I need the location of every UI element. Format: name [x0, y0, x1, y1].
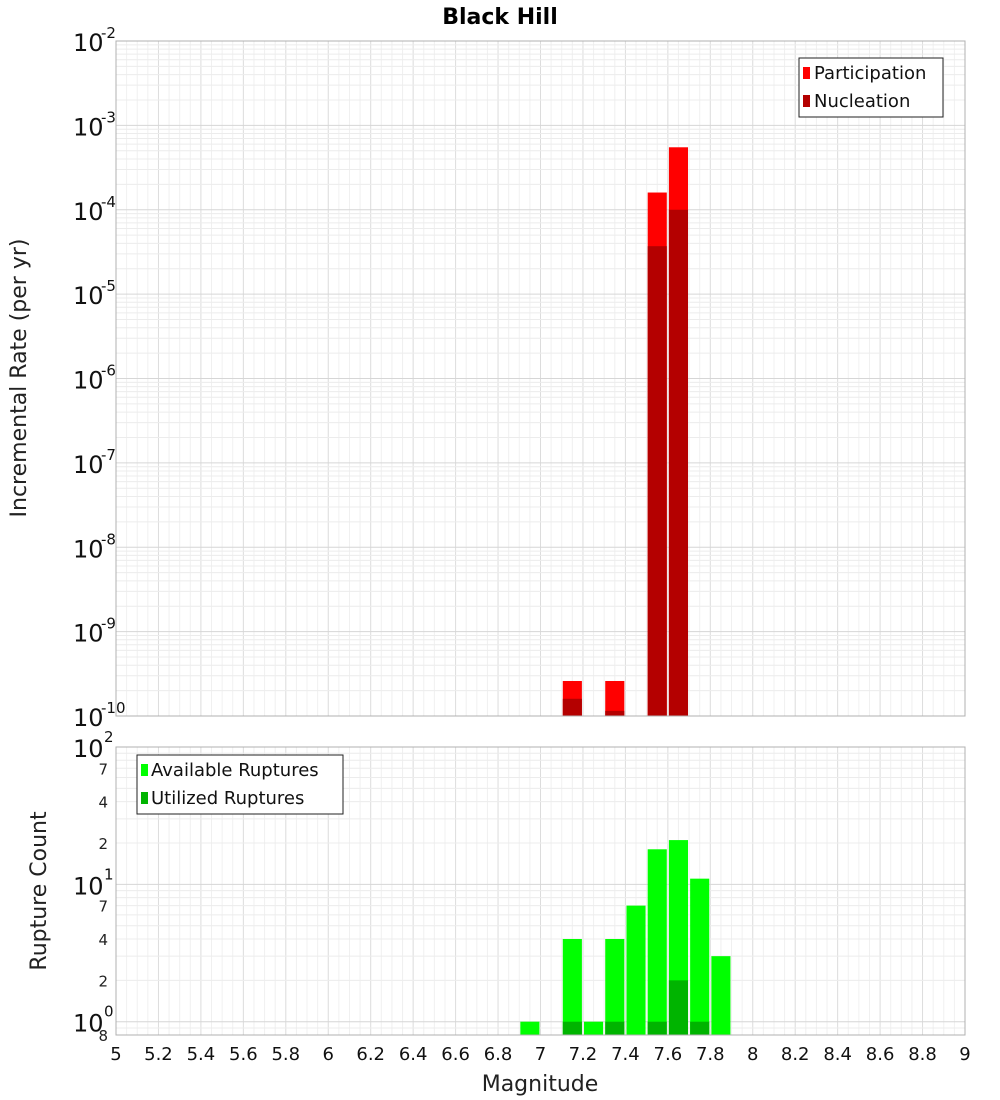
bottom-y-axis-title: Rupture Count [27, 811, 52, 971]
x-tick-label: 5.8 [271, 1044, 300, 1065]
bottom-legend-box [136, 754, 344, 815]
top-y-tick-base: 10 [73, 704, 104, 732]
x-tick-label: 8.8 [908, 1044, 937, 1065]
top-bars [562, 147, 689, 717]
x-tick-label: 9 [959, 1044, 970, 1065]
top-y-tick-base: 10 [73, 198, 104, 226]
top-y-tick-exponent: -9 [101, 615, 116, 633]
top-y-tick-exponent: -7 [101, 446, 116, 464]
nucleation-bar [668, 209, 689, 716]
x-tick-label: 7.4 [611, 1044, 640, 1065]
top-y-tick-base: 10 [73, 29, 104, 57]
legend-label-available-ruptures: Available Ruptures [151, 760, 319, 781]
legend-label-utilized-ruptures: Utilized Ruptures [151, 788, 304, 809]
x-tick-label: 5.6 [229, 1044, 258, 1065]
x-tick-label: 7.6 [654, 1044, 683, 1065]
top-y-tick-exponent: -6 [101, 362, 116, 380]
x-tick-label: 7.8 [696, 1044, 725, 1065]
x-tick-label: 7 [535, 1044, 546, 1065]
top-y-tick-exponent: -4 [101, 193, 116, 211]
legend-swatch-nucleation [803, 95, 810, 107]
x-tick-label: 6.6 [441, 1044, 470, 1065]
top-y-tick-base: 10 [73, 451, 104, 479]
top-y-tick-exponent: -10 [101, 699, 126, 717]
utilized-ruptures-bar [668, 980, 689, 1035]
bottom-gridlines [115, 747, 966, 1036]
x-tick-label: 6 [323, 1044, 334, 1065]
participation-bar [605, 680, 625, 716]
available-ruptures-bar [647, 849, 667, 1035]
bottom-y-tick-exponent: 0 [104, 1003, 114, 1021]
bottom-bars [520, 840, 731, 1035]
available-ruptures-bar [690, 878, 710, 1035]
legend-swatch-utilized [141, 792, 148, 804]
top-y-tick-exponent: -2 [101, 24, 116, 42]
top-y-tick-base: 10 [73, 535, 104, 563]
bottom-y-minor-tick: 7 [98, 898, 108, 916]
utilized-ruptures-bar [605, 1021, 625, 1035]
x-tick-label: 5.2 [144, 1044, 173, 1065]
bottom-y-minor-tick: 4 [98, 794, 108, 812]
x-tick-label: 8.4 [823, 1044, 852, 1065]
bottom-y-tick-exponent: 2 [104, 728, 114, 746]
top-plot: 10-210-310-410-510-610-710-810-910-10 In… [7, 24, 966, 732]
top-plot-frame [115, 40, 966, 717]
x-tick-label: 5 [110, 1044, 121, 1065]
available-ruptures-bar [584, 1021, 604, 1035]
x-tick-label: 8.2 [781, 1044, 810, 1065]
bottom-y-tick-base: 10 [73, 735, 104, 763]
available-ruptures-bar [520, 1021, 540, 1035]
bottom-y-minor-tick: 4 [98, 931, 108, 949]
top-gridlines [115, 41, 966, 717]
bottom-y-tick-base: 10 [73, 872, 104, 900]
x-tick-label: 8 [747, 1044, 758, 1065]
top-y-tick-base: 10 [73, 282, 104, 310]
x-axis-title: Magnitude [482, 1072, 599, 1097]
legend-label-nucleation: Nucleation [814, 91, 910, 112]
top-legend-box [798, 57, 944, 118]
bottom-y-minor-tick: 8 [98, 1027, 108, 1045]
bottom-y-tick-exponent: 1 [104, 865, 114, 883]
nucleation-bar [647, 246, 667, 716]
bottom-y-minor-tick: 2 [98, 835, 108, 853]
legend-swatch-available [141, 764, 148, 776]
top-y-axis-title: Incremental Rate (per yr) [7, 239, 32, 518]
bottom-y-tick-base: 10 [73, 1010, 104, 1038]
x-tick-label: 6.4 [399, 1044, 428, 1065]
top-legend: Participation Nucleation [798, 57, 944, 118]
bottom-y-minor-tick: 7 [98, 760, 108, 778]
x-tick-labels: 5 5.2 5.4 5.6 5.8 6 6.2 6.4 6.6 6.8 7 7.2 7.4 7.6 7.8 8… [110, 1044, 970, 1065]
x-tick-label: 5.4 [187, 1044, 216, 1065]
nucleation-bar [605, 710, 625, 716]
utilized-ruptures-bar [562, 1021, 582, 1035]
top-y-tick-exponent: -5 [101, 277, 116, 295]
top-y-tick-base: 10 [73, 620, 104, 648]
x-tick-label: 6.8 [484, 1044, 513, 1065]
top-y-tick-exponent: -8 [101, 530, 116, 548]
x-tick-label: 7.2 [569, 1044, 598, 1065]
available-ruptures-bar [711, 956, 731, 1035]
x-tick-label: 6.2 [356, 1044, 385, 1065]
legend-label-participation: Participation [814, 63, 926, 84]
available-ruptures-bar [605, 939, 625, 1035]
x-tick-label: 8.6 [866, 1044, 895, 1065]
available-ruptures-bar [626, 905, 646, 1035]
utilized-ruptures-bar [647, 1021, 667, 1035]
bottom-plot-frame [115, 746, 966, 1036]
nucleation-bar [562, 698, 582, 716]
top-y-tick-base: 10 [73, 113, 104, 141]
bottom-y-minor-tick: 2 [98, 972, 108, 990]
chart-title: Black Hill [442, 5, 558, 30]
available-ruptures-bar [562, 939, 582, 1035]
top-y-tick-exponent: -3 [101, 108, 116, 126]
bottom-legend: Available Ruptures Utilized Ruptures [136, 754, 344, 815]
top-y-ticks: 10-210-310-410-510-610-710-810-910-10 [73, 24, 126, 732]
utilized-ruptures-bar [690, 1021, 710, 1035]
top-y-tick-base: 10 [73, 367, 104, 395]
legend-swatch-participation [803, 67, 810, 79]
